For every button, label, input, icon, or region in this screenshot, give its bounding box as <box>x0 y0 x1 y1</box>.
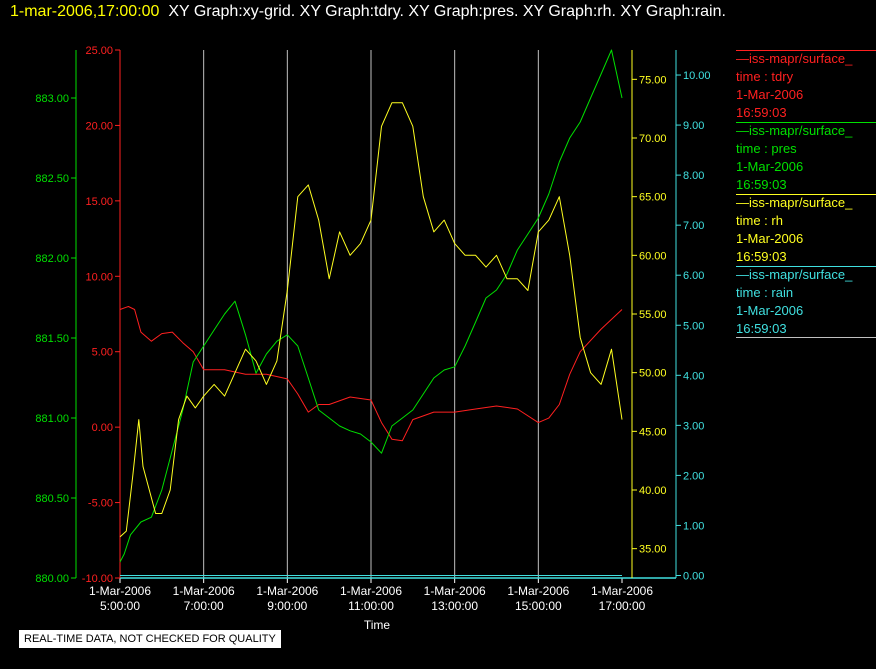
rh-tick-label: 40.00 <box>639 485 667 497</box>
pres-tick-label: 882.00 <box>35 253 69 265</box>
x-tick-date: 1-Mar-2006 <box>507 584 569 598</box>
rain-tick-label: 7.00 <box>683 220 704 232</box>
legend-time: 16:59:03 <box>736 321 787 336</box>
legend-entry: —iss-mapr/surface_time : rain 1-Mar-2006 1… <box>736 266 876 338</box>
quality-notice: REAL-TIME DATA, NOT CHECKED FOR QUALITY <box>19 630 281 648</box>
legend-bottom-rule <box>736 337 876 338</box>
legend-entry: —iss-mapr/surface_time : rh 1-Mar-2006 16:… <box>736 194 876 266</box>
legend-entry: —iss-mapr/surface_time : tdry 1-Mar-2006 1… <box>736 50 876 122</box>
x-tick-time: 11:00:00 <box>348 599 394 613</box>
legend-time: 16:59:03 <box>736 177 787 192</box>
legend-date: 1-Mar-2006 <box>736 303 804 318</box>
legend-entry: —iss-mapr/surface_time : pres 1-Mar-2006 1… <box>736 122 876 194</box>
x-tick-time: 7:00:00 <box>184 599 224 613</box>
pres-tick-label: 881.50 <box>35 333 69 345</box>
x-tick-time: 9:00:00 <box>267 599 307 613</box>
x-axis-label: Time <box>364 618 391 632</box>
legend-time: 16:59:03 <box>736 249 787 264</box>
tdry-tick-label: 25.00 <box>85 45 113 57</box>
legend-series-label: —iss-mapr/surface_ <box>736 195 853 210</box>
legend-field: time : rain <box>736 285 794 300</box>
legend-separator <box>736 50 876 51</box>
x-tick-date: 1-Mar-2006 <box>591 584 653 598</box>
series-lines <box>119 49 623 576</box>
legend-date: 1-Mar-2006 <box>736 231 804 246</box>
rain-tick-label: 2.00 <box>683 470 704 482</box>
graph-list: XY Graph:xy-grid. XY Graph:tdry. XY Grap… <box>168 3 726 20</box>
rain-tick-label: 5.00 <box>683 320 704 332</box>
pres-tick-label: 882.50 <box>35 173 69 185</box>
tdry-tick-label: 0.00 <box>92 422 113 434</box>
x-tick-time: 5:00:00 <box>100 599 140 613</box>
series-line-pres <box>119 49 623 563</box>
x-tick-time: 17:00:00 <box>599 599 646 613</box>
pres-tick-label: 880.50 <box>35 493 69 505</box>
tdry-tick-label: -5.00 <box>88 498 113 510</box>
rh-tick-label: 35.00 <box>639 544 667 556</box>
grid-lines <box>203 50 539 578</box>
series-line-tdry <box>119 306 623 442</box>
legend-field: time : rh <box>736 213 783 228</box>
rain-tick-label: 6.00 <box>683 270 704 282</box>
legend-field: time : pres <box>736 141 797 156</box>
rh-tick-label: 50.00 <box>639 368 667 380</box>
rain-tick-label: 3.00 <box>683 420 704 432</box>
tdry-tick-label: 15.00 <box>85 196 113 208</box>
x-tick-date: 1-Mar-2006 <box>340 584 402 598</box>
tdry-tick-label: -10.00 <box>82 573 113 585</box>
legend-time: 16:59:03 <box>736 105 787 120</box>
timestamp: 1-mar-2006,17:00:00 <box>10 3 160 20</box>
rain-tick-label: 0.00 <box>683 570 704 582</box>
axes: 880.00 880.50 881.00 881.50 882.00 882.50 883.… <box>35 45 710 585</box>
x-tick-time: 15:00:00 <box>515 599 562 613</box>
pres-tick-label: 880.00 <box>35 573 69 585</box>
series-line-rh <box>119 102 623 538</box>
legend-separator <box>736 266 876 267</box>
rh-tick-label: 75.00 <box>639 74 667 86</box>
legend-date: 1-Mar-2006 <box>736 159 804 174</box>
tdry-tick-label: 20.00 <box>85 120 113 132</box>
legend-field: time : tdry <box>736 69 794 84</box>
x-tick-date: 1-Mar-2006 <box>256 584 318 598</box>
tdry-tick-label: 5.00 <box>92 347 113 359</box>
legend-date: 1-Mar-2006 <box>736 87 804 102</box>
graph-header: 1-mar-2006,17:00:00 XY Graph:xy-grid. XY… <box>10 3 726 21</box>
rh-tick-label: 55.00 <box>639 309 667 321</box>
rh-tick-label: 60.00 <box>639 250 667 262</box>
tdry-tick-label: 10.00 <box>85 271 113 283</box>
x-tick-labels: 1-Mar-20065:00:001-Mar-20067:00:001-Mar-… <box>89 584 653 613</box>
rain-tick-label: 9.00 <box>683 120 704 132</box>
x-tick-date: 1-Mar-2006 <box>173 584 235 598</box>
x-tick-date: 1-Mar-2006 <box>424 584 486 598</box>
rain-tick-label: 10.00 <box>683 70 711 82</box>
legend-series-label: —iss-mapr/surface_ <box>736 267 853 282</box>
x-tick-date: 1-Mar-2006 <box>89 584 151 598</box>
legend-separator <box>736 194 876 195</box>
x-tick-time: 13:00:00 <box>431 599 478 613</box>
rain-tick-label: 4.00 <box>683 370 704 382</box>
rh-tick-label: 65.00 <box>639 192 667 204</box>
pres-tick-label: 881.00 <box>35 413 69 425</box>
legend-series-label: —iss-mapr/surface_ <box>736 123 853 138</box>
pres-tick-label: 883.00 <box>35 93 69 105</box>
legend-series-label: —iss-mapr/surface_ <box>736 51 853 66</box>
legend-separator <box>736 122 876 123</box>
rh-tick-label: 70.00 <box>639 133 667 145</box>
rain-tick-label: 8.00 <box>683 170 704 182</box>
rh-tick-label: 45.00 <box>639 426 667 438</box>
rain-tick-label: 1.00 <box>683 520 704 532</box>
